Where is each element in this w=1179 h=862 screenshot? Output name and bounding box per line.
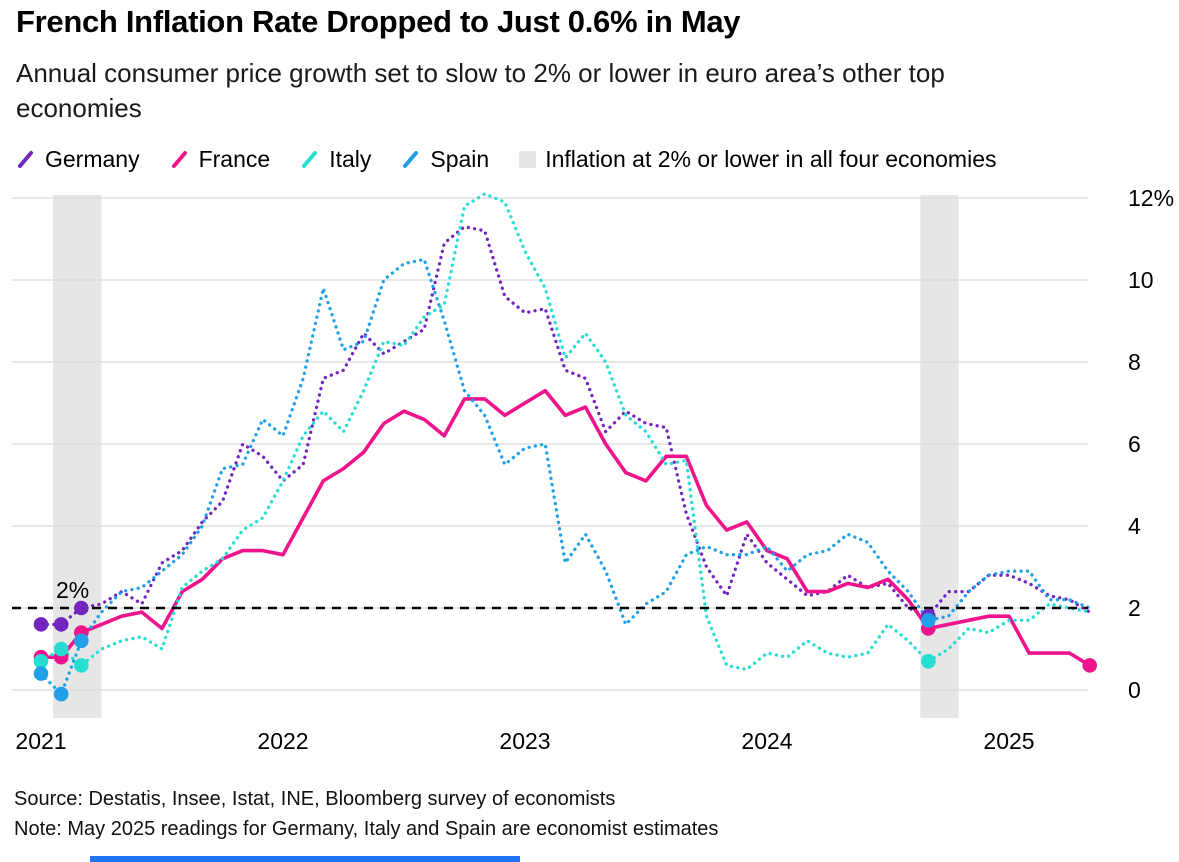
source-line: Source: Destatis, Insee, Istat, INE, Blo… — [14, 788, 616, 810]
series-line-italy — [39, 192, 1092, 672]
note-line: Note: May 2025 readings for Germany, Ita… — [14, 818, 719, 840]
legend-slash-icon — [302, 150, 318, 168]
marker-italy — [74, 658, 89, 673]
legend-item-spain: Spain — [401, 146, 489, 173]
legend-slash-icon — [18, 150, 33, 168]
chart-legend: Germany France Italy Spain Inflation at 2% o… — [16, 146, 997, 173]
marker-germany — [53, 617, 69, 632]
marker-germany — [74, 600, 89, 616]
marker-spain — [53, 686, 69, 702]
legend-item-france: France — [170, 146, 271, 173]
all-below-2pct-band — [920, 195, 959, 718]
legend-slash-icon — [171, 150, 187, 168]
legend-slash-icon — [403, 150, 419, 168]
x-axis-label: 2023 — [499, 728, 550, 754]
marker-italy — [33, 654, 49, 669]
marker-italy — [53, 641, 69, 657]
bottom-accent-bar — [90, 856, 520, 862]
marker-italy — [921, 654, 936, 669]
marker-germany — [33, 617, 49, 632]
y-axis-label: 0 — [1128, 677, 1141, 703]
marker-spain — [74, 633, 89, 649]
x-axis-label: 2025 — [983, 728, 1034, 754]
legend-label: Italy — [329, 146, 372, 172]
x-axis-label: 2022 — [257, 728, 308, 754]
legend-item-band: Inflation at 2% or lower in all four eco… — [519, 146, 997, 173]
y-axis-label: 4 — [1128, 513, 1141, 539]
marker-france — [1082, 658, 1097, 673]
chart-title: French Inflation Rate Dropped to Just 0.… — [16, 4, 741, 39]
legend-label: Inflation at 2% or lower in all four eco… — [545, 146, 997, 172]
y-axis-label: 2 — [1128, 595, 1141, 621]
legend-item-italy: Italy — [300, 146, 371, 173]
legend-label: Germany — [45, 146, 140, 172]
legend-item-germany: Germany — [16, 146, 140, 173]
y-axis-label: 10 — [1128, 267, 1154, 293]
x-axis-label: 2021 — [15, 728, 66, 754]
series-line-france — [39, 388, 1092, 668]
y-axis-label: 6 — [1128, 431, 1141, 457]
y-axis-label: 12% — [1128, 185, 1174, 211]
legend-label: Spain — [430, 146, 490, 172]
series-line-germany — [39, 225, 1092, 627]
chart-subtitle: Annual consumer price growth set to slow… — [16, 58, 945, 123]
marker-spain — [33, 666, 49, 681]
marker-spain — [921, 613, 936, 628]
y-axis-label: 8 — [1128, 349, 1141, 375]
series-line-spain — [39, 257, 1092, 696]
legend-band-swatch — [519, 151, 537, 168]
legend-label: France — [198, 146, 271, 172]
two-percent-label: 2% — [56, 577, 89, 603]
x-axis-label: 2024 — [741, 728, 792, 754]
